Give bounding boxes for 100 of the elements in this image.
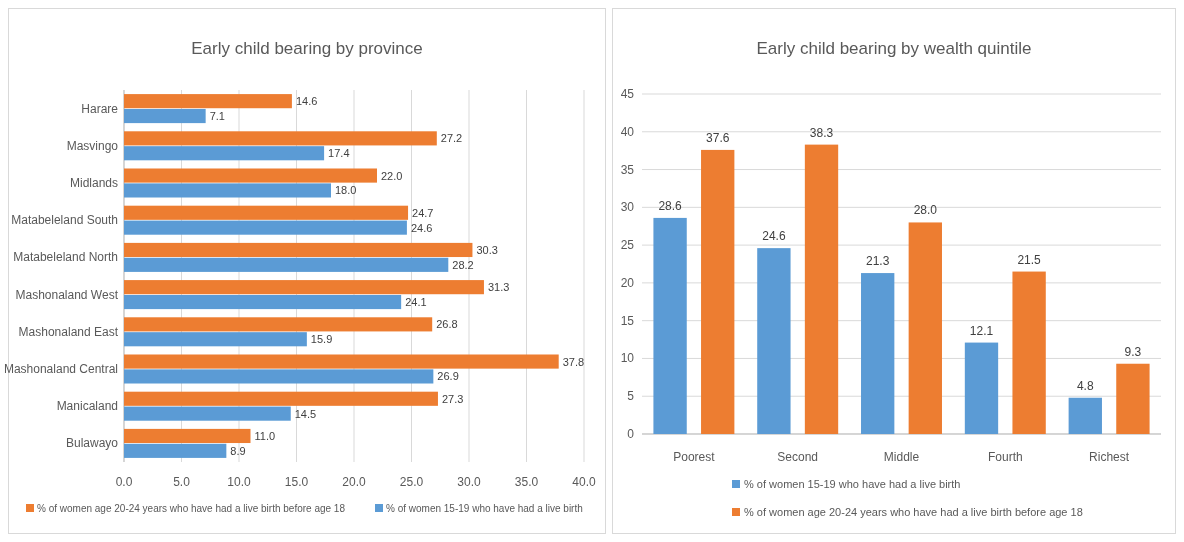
- legend-label: % of women 15-19 who have had a live birth: [386, 503, 583, 514]
- y-tick-label: 10: [620, 351, 635, 366]
- x-tick-label: 20.0: [342, 475, 366, 489]
- bar: [124, 332, 307, 347]
- bar: [124, 443, 227, 458]
- data-label: 14.6: [295, 95, 318, 108]
- legend-label: % of women age 20-24 years who have had a live birth before age 18: [744, 506, 1083, 518]
- bar: [908, 222, 942, 434]
- bar: [1116, 363, 1150, 434]
- data-label: 22.0: [381, 169, 403, 182]
- bar: [124, 280, 484, 295]
- data-label: 24.6: [762, 229, 786, 244]
- x-tick-label: Middle: [883, 450, 920, 464]
- data-label: 28.0: [913, 203, 938, 218]
- bar: [1012, 271, 1046, 434]
- bar: [124, 354, 559, 369]
- legend-label: % of women age 20-24 years who have had a live birth before age 18: [37, 503, 346, 514]
- y-tick-label: Mashonaland Central: [3, 362, 118, 376]
- data-label: 37.8: [562, 355, 585, 368]
- bar: [804, 144, 839, 434]
- bar: [124, 391, 438, 406]
- data-label: 24.7: [412, 206, 434, 219]
- bar: [124, 257, 449, 272]
- y-tick-label: Midlands: [69, 176, 118, 190]
- bar: [124, 317, 433, 332]
- y-tick-label: Matabeleland North: [13, 250, 118, 265]
- bar: [653, 217, 687, 434]
- y-tick-label: Mashonaland East: [18, 324, 119, 339]
- x-tick-label: 0.0: [115, 475, 133, 489]
- bar: [124, 108, 206, 124]
- y-tick-label: 40: [620, 124, 635, 139]
- y-tick-label: Bulawayo: [65, 436, 119, 451]
- y-tick-label: 20: [620, 275, 635, 290]
- data-label: 28.2: [452, 258, 474, 271]
- bar: [124, 168, 377, 183]
- y-tick-label: 25: [620, 238, 635, 253]
- data-label: 27.3: [441, 392, 464, 405]
- y-tick-label: Masvingo: [66, 138, 119, 153]
- legend-label: % of women 15-19 who have had a live birth: [744, 478, 961, 490]
- x-tick-label: 35.0: [514, 475, 539, 489]
- x-tick-label: 5.0: [173, 475, 191, 489]
- y-tick-label: 5: [627, 389, 635, 404]
- x-tick-label: Poorest: [673, 450, 716, 464]
- bar: [124, 369, 434, 384]
- data-label: 4.8: [1076, 378, 1094, 393]
- data-label: 38.3: [809, 125, 834, 140]
- data-label: 7.1: [209, 110, 225, 123]
- bar: [124, 294, 402, 310]
- bar: [861, 273, 895, 434]
- data-label: 27.2: [440, 132, 463, 145]
- data-label: 14.5: [294, 407, 317, 420]
- bar: [124, 94, 292, 109]
- bar: [701, 149, 735, 434]
- y-tick-label: Manicaland: [56, 399, 118, 414]
- data-label: 31.3: [487, 281, 510, 294]
- y-tick-label: 15: [620, 313, 635, 328]
- bar: [124, 146, 325, 161]
- data-label: 30.3: [476, 243, 498, 256]
- y-tick-label: 45: [620, 87, 635, 101]
- data-label: 26.9: [437, 370, 459, 383]
- data-label: 8.9: [230, 444, 246, 457]
- bar: [124, 406, 291, 421]
- y-tick-label: 30: [620, 200, 635, 215]
- bar: [124, 131, 437, 146]
- data-label: 24.6: [410, 221, 433, 234]
- bar: [124, 220, 407, 235]
- data-label: 28.6: [658, 198, 683, 213]
- x-tick-label: Second: [777, 450, 819, 464]
- data-label: 17.4: [328, 147, 350, 160]
- x-tick-label: 30.0: [457, 475, 481, 489]
- x-tick-label: 40.0: [572, 475, 596, 489]
- data-label: 26.8: [436, 318, 458, 331]
- y-tick-label: 0: [627, 427, 635, 441]
- chart-title: Early child bearing by province: [191, 39, 423, 58]
- bar: [1068, 397, 1102, 434]
- x-tick-label: Fourth: [987, 450, 1023, 464]
- chart-title: Early child bearing by wealth quintile: [756, 39, 1032, 58]
- y-tick-label: Harare: [81, 101, 119, 116]
- data-label: 12.1: [969, 323, 994, 338]
- x-tick-label: 10.0: [227, 475, 251, 489]
- bar: [124, 242, 473, 258]
- data-label: 21.3: [866, 254, 890, 269]
- x-tick-label: Richest: [1089, 450, 1130, 464]
- bar: [964, 342, 999, 434]
- data-label: 21.5: [1017, 252, 1042, 267]
- data-label: 37.6: [706, 130, 730, 145]
- bar: [124, 205, 409, 220]
- x-tick-label: 15.0: [284, 475, 309, 489]
- data-label: 24.1: [405, 296, 427, 309]
- data-label: 11.0: [254, 429, 276, 442]
- bar: [124, 428, 251, 444]
- y-tick-label: Mashonaland West: [15, 287, 119, 302]
- y-tick-label: Matabeleland South: [11, 213, 118, 228]
- data-label: 9.3: [1124, 344, 1142, 359]
- bar: [124, 183, 331, 198]
- x-tick-label: 25.0: [399, 475, 424, 489]
- data-label: 15.9: [310, 333, 333, 346]
- bar: [757, 248, 791, 434]
- y-tick-label: 35: [620, 162, 635, 177]
- data-label: 18.0: [335, 184, 357, 197]
